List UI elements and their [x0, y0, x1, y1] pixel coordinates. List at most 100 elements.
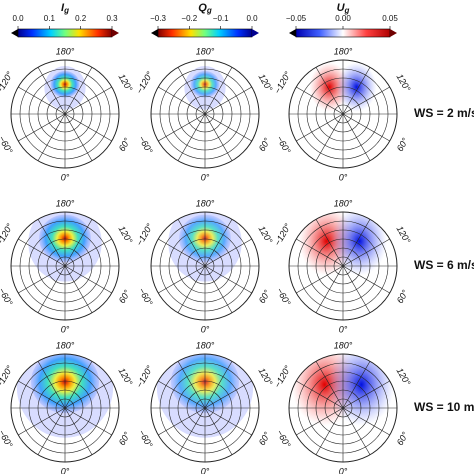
heatmap-negative: [328, 354, 395, 427]
colorbar-tick-label: 0.3: [106, 14, 118, 23]
angle-label: −60°: [274, 134, 292, 156]
angle-label: −60°: [0, 286, 15, 308]
angle-label: −60°: [136, 428, 154, 450]
angle-label: 120°: [117, 72, 135, 93]
angle-label: 120°: [395, 72, 413, 93]
polar-panel: 180°120°60°0°−60°−120°: [134, 198, 275, 334]
angle-label: 120°: [117, 224, 135, 245]
row-label: WS = 10 m/s: [414, 400, 474, 414]
colorbar-scale: [157, 28, 253, 38]
colorbar-extend: [151, 29, 158, 37]
angle-label: −60°: [274, 428, 292, 450]
angle-label: 180°: [334, 198, 353, 208]
angle-label: −60°: [0, 428, 15, 450]
angle-label: 120°: [395, 366, 413, 387]
colorbar-tick-label: −0.3: [150, 14, 166, 23]
angle-label: 180°: [196, 340, 215, 350]
angle-label: −120°: [0, 364, 15, 390]
polar-panel: 180° 120° 60° 0° −60° −120°: [272, 340, 413, 474]
heatmap: [299, 212, 387, 276]
angle-label: 60°: [257, 430, 273, 447]
colorbar-tick-label: 0.0: [246, 14, 258, 23]
angle-label: −60°: [136, 134, 154, 156]
heatmap-negative: [331, 212, 387, 276]
polar-spoke: [315, 361, 371, 455]
polar-panel: 180°120°60°0°−60°−120°: [0, 198, 135, 334]
angle-label: −120°: [0, 70, 15, 96]
angle-label: 180°: [334, 340, 353, 350]
colorbar-scale: [295, 28, 391, 38]
polar-spoke: [315, 67, 371, 161]
angle-label: 120°: [395, 224, 413, 245]
angle-label: 0°: [61, 466, 70, 474]
polar-panel: 180°120°60°0°−60°−120°: [134, 340, 275, 474]
polar-panel: 180°120°60°0°−60°−120°: [272, 198, 413, 334]
polar-panel: 180°120°60°0°−60°−120°: [134, 46, 275, 182]
angle-label: 180°: [56, 198, 75, 208]
colorbar-title: Ig: [61, 2, 69, 15]
title-subscript: g: [63, 6, 69, 15]
colorbar-extend: [112, 29, 119, 37]
angle-label: 0°: [61, 172, 70, 182]
angle-label: −120°: [134, 222, 155, 248]
angle-label: −120°: [134, 364, 155, 390]
title-subscript: g: [206, 6, 212, 15]
title-subscript: g: [344, 6, 350, 15]
row-label: WS = 6 m/s: [414, 258, 474, 272]
colorbar: Qg −0.3 −0.2 −0.1 0.0: [150, 2, 259, 38]
angle-label: −60°: [136, 286, 154, 308]
colorbar-tick-label: 0.1: [44, 14, 56, 23]
heatmap-positive: [309, 62, 350, 112]
angle-label: 180°: [196, 46, 215, 56]
colorbar-scale: [17, 28, 113, 38]
angle-label: 0°: [201, 172, 210, 182]
polar-panel: 180° 120° 60° 0° −60° −120°: [272, 46, 413, 182]
colorbar-extend: [11, 29, 18, 37]
colorbar-tick-label: 0.2: [75, 14, 87, 23]
angle-label: 0°: [339, 324, 348, 334]
angle-label: 60°: [117, 136, 133, 153]
title-symbol: Q: [198, 2, 207, 14]
heatmap-negative: [336, 62, 377, 112]
colorbar-tick-label: −0.2: [181, 14, 197, 23]
row-label: WS = 2 m/s: [414, 106, 474, 120]
angle-label: 0°: [339, 172, 348, 182]
angle-label: 60°: [257, 136, 273, 153]
angle-label: −120°: [272, 364, 293, 390]
angle-label: 0°: [201, 466, 210, 474]
angle-label: 60°: [117, 430, 133, 447]
angle-label: 180°: [334, 46, 353, 56]
polar-spoke: [315, 219, 371, 313]
colorbar-tick-label: −0.1: [213, 14, 229, 23]
angle-label: −120°: [134, 70, 155, 96]
angle-label: 60°: [117, 288, 133, 305]
colorbar-extend: [252, 29, 259, 37]
angle-label: 0°: [339, 466, 348, 474]
title-symbol: U: [337, 2, 346, 14]
colorbar-extend: [390, 29, 397, 37]
angle-label: −120°: [0, 222, 15, 248]
colorbar: Ig 0.0 0.1 0.2 0.3: [11, 2, 119, 38]
angle-label: −60°: [0, 134, 15, 156]
polar-spoke: [37, 67, 93, 161]
angle-label: 60°: [395, 136, 411, 153]
colorbar-tick-label: −0.05: [286, 14, 307, 23]
heatmap: [309, 62, 377, 112]
angle-label: 60°: [257, 288, 273, 305]
angle-label: 0°: [201, 324, 210, 334]
angle-label: 180°: [56, 46, 75, 56]
angle-label: 180°: [196, 198, 215, 208]
angle-label: −60°: [274, 286, 292, 308]
angle-label: 60°: [395, 430, 411, 447]
polar-spoke: [177, 219, 233, 313]
colorbar: Ug −0.05 0.00 0.05: [286, 2, 398, 38]
title-symbol: I: [61, 2, 65, 14]
colorbar-tick-label: 0.00: [335, 14, 351, 23]
polar-panel: 180° 120° 60° 0° −60° −120°: [0, 46, 135, 182]
angle-label: −120°: [272, 70, 293, 96]
polar-spoke: [37, 361, 93, 455]
colorbar-title: Ug: [337, 2, 350, 15]
angle-label: 60°: [395, 288, 411, 305]
polar-spoke: [177, 361, 233, 455]
